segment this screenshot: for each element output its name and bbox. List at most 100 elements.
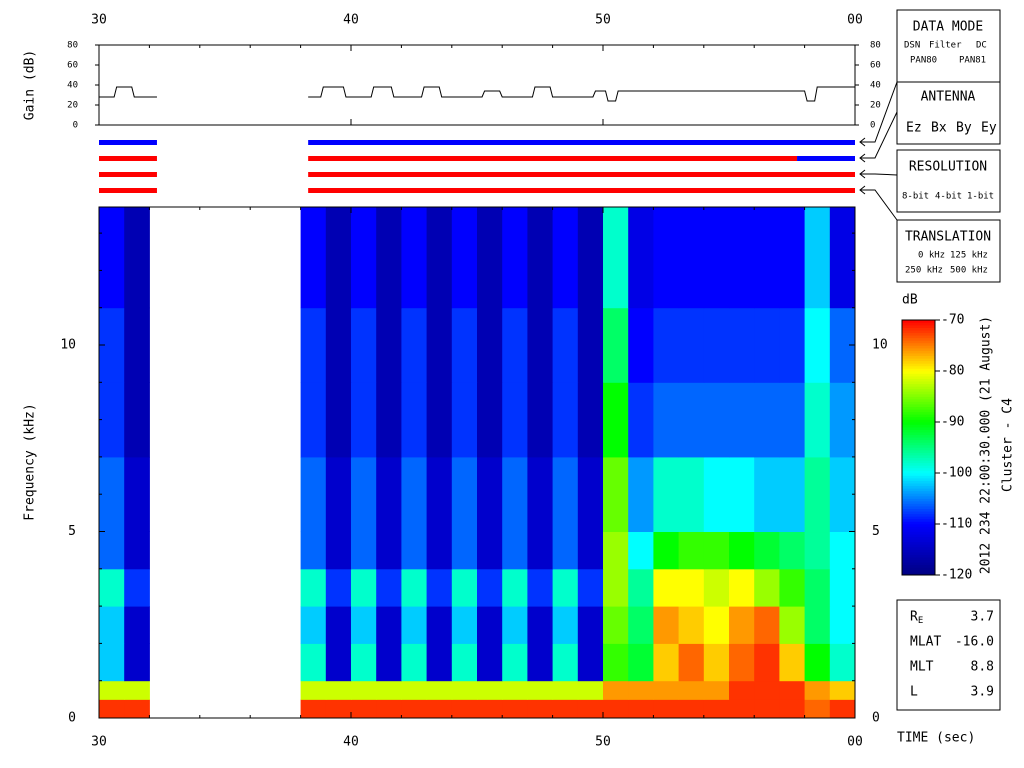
colorbar-band bbox=[902, 447, 935, 451]
colorbar-band bbox=[902, 554, 935, 558]
colorbar-band bbox=[902, 467, 935, 471]
spectrogram-cell bbox=[678, 680, 705, 700]
x-tick-label: 40 bbox=[343, 735, 359, 750]
spectrogram-cell bbox=[99, 606, 125, 644]
spectrogram-cell bbox=[401, 568, 428, 607]
spectrogram-cell bbox=[502, 680, 528, 700]
spectrogram-cell bbox=[451, 606, 478, 644]
mode-bar bbox=[99, 172, 157, 177]
spectrogram-cell bbox=[603, 207, 629, 309]
spectrogram-cell bbox=[754, 699, 780, 719]
colorbar-band bbox=[902, 426, 935, 430]
spectrogram-cell bbox=[451, 307, 478, 383]
spectrogram-cell bbox=[376, 680, 402, 700]
spectrogram-cell bbox=[451, 382, 478, 458]
spectrogram-cell bbox=[603, 382, 629, 458]
colorbar-band bbox=[902, 510, 935, 515]
gain-tick-label: 60 bbox=[870, 61, 881, 71]
spectrogram-cell bbox=[729, 531, 755, 570]
colorbar-band bbox=[902, 569, 935, 573]
spectrogram-cell bbox=[124, 606, 150, 644]
panel-item: 1-bit bbox=[967, 192, 994, 202]
colorbar-band bbox=[902, 493, 935, 497]
spectrogram-cell bbox=[552, 531, 579, 570]
spectrogram-cell bbox=[426, 643, 453, 682]
spectrogram-cell bbox=[527, 606, 554, 644]
spectrogram-cell bbox=[628, 699, 654, 719]
colorbar-frame bbox=[901, 319, 936, 576]
panel-title: TRANSLATION bbox=[905, 230, 991, 245]
panel-item: DSN bbox=[904, 41, 920, 51]
spectrogram-cell bbox=[678, 456, 705, 533]
colorbar-band bbox=[902, 564, 935, 568]
colorbar-band bbox=[902, 329, 935, 334]
colorbar-band bbox=[902, 342, 935, 346]
y-tick-label: 10 bbox=[872, 338, 888, 353]
colorbar-band bbox=[902, 544, 935, 548]
spectrogram-cell bbox=[99, 643, 125, 682]
spacecraft-caption: Cluster - C4 bbox=[1001, 398, 1016, 492]
colorbar-band bbox=[902, 549, 935, 553]
spectrogram-cell bbox=[628, 456, 654, 533]
colorbar-band bbox=[902, 459, 935, 464]
spectrogram-cell bbox=[779, 207, 806, 309]
colorbar-band bbox=[902, 424, 935, 428]
spectrogram-cell bbox=[325, 606, 352, 644]
spectrogram-cell bbox=[703, 680, 730, 700]
mode-bar bbox=[99, 140, 157, 145]
date-caption: 2012 234 22:00:30.000 (21 August) bbox=[979, 316, 994, 574]
colorbar-band bbox=[902, 406, 935, 410]
info-value: 3.9 bbox=[971, 685, 994, 700]
spectrogram-cell bbox=[577, 382, 604, 458]
spectrogram-cell bbox=[678, 382, 705, 458]
colorbar-band bbox=[902, 472, 935, 476]
colorbar-label: dB bbox=[902, 293, 918, 308]
spectrogram-cell bbox=[99, 531, 125, 570]
spectrogram-cell bbox=[804, 531, 831, 570]
spectrogram-cell bbox=[628, 307, 654, 383]
spectrogram-cell bbox=[426, 606, 453, 644]
spectrogram-cell bbox=[351, 568, 377, 607]
spectrogram-cell bbox=[829, 699, 856, 719]
spectrogram-cell bbox=[325, 531, 352, 570]
colorbar-band bbox=[902, 396, 935, 400]
spectrogram-cell bbox=[300, 699, 327, 719]
spectrogram-cell bbox=[376, 699, 402, 719]
spectrogram-cell bbox=[804, 307, 831, 383]
colorbar-band bbox=[902, 480, 935, 484]
colorbar-tick-label: -120 bbox=[941, 568, 972, 583]
spectrogram-cell bbox=[426, 207, 453, 309]
spectrogram-cell bbox=[502, 307, 528, 383]
gain-tick-label: 80 bbox=[870, 41, 881, 51]
colorbar-band bbox=[902, 419, 935, 423]
spectrogram-cell bbox=[477, 643, 503, 682]
spectrogram-cell bbox=[678, 568, 705, 607]
spectrogram-cell bbox=[577, 207, 604, 309]
colorbar-band bbox=[902, 500, 935, 504]
colorbar-band bbox=[902, 324, 935, 328]
spectrogram-cell bbox=[325, 307, 352, 383]
spectrogram-cell bbox=[603, 307, 629, 383]
spectrogram-cell bbox=[477, 207, 503, 309]
colorbar-band bbox=[902, 383, 935, 387]
colorbar-band bbox=[902, 337, 935, 341]
spectrogram-cell bbox=[376, 568, 402, 607]
spectrogram-cell bbox=[451, 699, 478, 719]
colorbar-band bbox=[902, 335, 935, 339]
gain-tick-label: 20 bbox=[67, 101, 78, 111]
panel-item: 125 kHz bbox=[950, 251, 988, 261]
spectrogram-cell bbox=[628, 568, 654, 607]
colorbar-band bbox=[902, 516, 935, 520]
colorbar-band bbox=[902, 347, 935, 351]
info-value: -16.0 bbox=[955, 635, 994, 650]
colorbar-band bbox=[902, 437, 935, 441]
colorbar-band bbox=[902, 556, 935, 560]
colorbar-band bbox=[902, 408, 935, 413]
colorbar-band bbox=[902, 475, 935, 479]
spectrogram-cell bbox=[678, 207, 705, 309]
spectrogram-cell bbox=[603, 531, 629, 570]
spectrogram-cell bbox=[426, 568, 453, 607]
colorbar-band bbox=[902, 444, 935, 448]
spectrogram-cell bbox=[325, 699, 352, 719]
spectrogram-cell bbox=[804, 699, 831, 719]
